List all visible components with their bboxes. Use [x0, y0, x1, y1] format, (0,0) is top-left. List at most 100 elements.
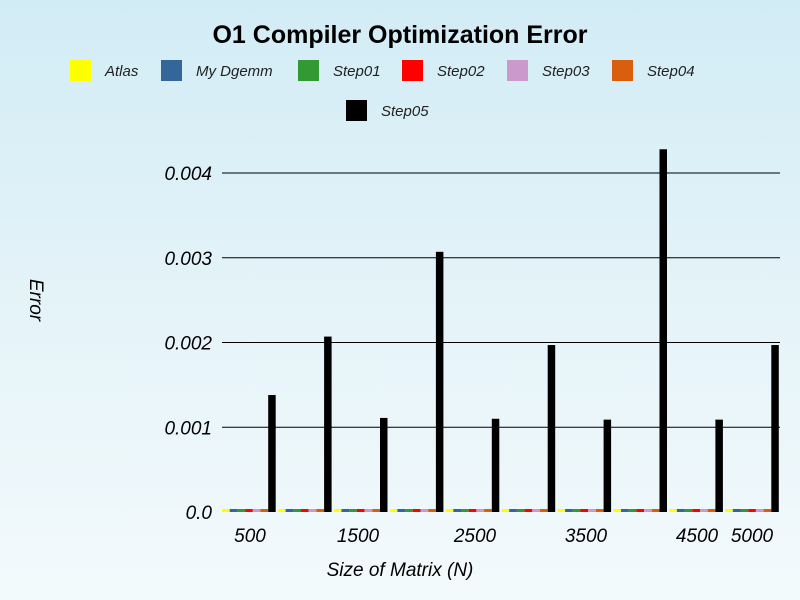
y-axis-ticks: 0.0 0.001 0.002 0.003 0.004: [164, 164, 212, 524]
bar-my-dgemm-4500: [676, 509, 685, 512]
bar-step04-3500: [595, 509, 604, 512]
bar-step05-3500: [603, 419, 612, 512]
bar-step04-500: [260, 509, 269, 512]
bars: [222, 149, 779, 512]
bar-step02-4000: [636, 509, 645, 512]
bar-step01-3000: [516, 509, 525, 512]
bar-step04-2000: [428, 509, 436, 512]
bar-atlas-5000: [725, 509, 733, 512]
bar-step03-2500: [476, 509, 485, 512]
chart-title: O1 Compiler Optimization Error: [212, 21, 587, 49]
bar-step02-500: [245, 509, 253, 512]
x-tick-label-5000: 5000: [731, 526, 774, 547]
bar-step05-4500: [715, 419, 723, 512]
bar-step02-3000: [524, 509, 533, 512]
bar-my-dgemm-5000: [732, 509, 741, 512]
bar-atlas-2000: [389, 509, 398, 512]
legend-label-atlas: Atlas: [104, 63, 139, 80]
legend-label-step02: Step02: [437, 63, 485, 80]
x-tick-label-3500: 3500: [565, 526, 608, 547]
bar-my-dgemm-1000: [285, 509, 294, 512]
bar-step04-1000: [316, 509, 325, 512]
bar-step01-2500: [461, 509, 469, 512]
legend-swatch-step02: [402, 60, 423, 81]
bar-step03-4500: [700, 509, 708, 512]
bar-step01-5000: [740, 509, 749, 512]
legend-label-step01: Step01: [333, 63, 381, 80]
bar-step03-3500: [588, 509, 596, 512]
y-axis-title: Error: [25, 279, 46, 322]
x-axis-ticks: 500 1500 2500 3500 4500 5000: [234, 526, 773, 547]
bar-my-dgemm-1500: [341, 509, 350, 512]
bar-step04-1500: [372, 509, 380, 512]
bar-atlas-3000: [501, 509, 510, 512]
bar-step02-1500: [356, 509, 365, 512]
bar-step04-3000: [540, 509, 548, 512]
bar-step02-2000: [412, 509, 421, 512]
x-axis-title: Size of Matrix (N): [327, 560, 474, 581]
bar-step03-1000: [308, 509, 317, 512]
y-tick-label-3: 0.003: [164, 249, 212, 270]
legend-swatch-step01: [298, 60, 319, 81]
legend-label-step03: Step03: [542, 63, 590, 80]
bar-step04-2500: [484, 509, 492, 512]
bar-step01-1000: [293, 509, 301, 512]
bar-step03-4000: [644, 509, 652, 512]
bar-step03-5000: [755, 509, 764, 512]
y-tick-label-1: 0.001: [164, 418, 212, 439]
x-tick-label-2500: 2500: [453, 526, 497, 547]
bar-my-dgemm-4000: [621, 509, 629, 512]
bar-step04-5000: [763, 509, 772, 512]
bar-step03-1500: [364, 509, 373, 512]
legend: Atlas My Dgemm Step01 Step02 Step03 Step04 Ste…: [70, 60, 695, 121]
bar-atlas-500: [222, 509, 230, 512]
bar-step01-4500: [684, 509, 693, 512]
bar-step01-500: [237, 509, 246, 512]
bar-step03-2000: [420, 509, 429, 512]
y-tick-label-0: 0.0: [186, 503, 213, 524]
legend-label-step04: Step04: [647, 63, 695, 80]
legend-label-my-dgemm: My Dgemm: [196, 63, 273, 80]
bar-step02-2500: [468, 509, 477, 512]
bar-step05-5000: [771, 345, 779, 512]
legend-swatch-my-dgemm: [161, 60, 182, 81]
bar-step05-3000: [547, 345, 556, 512]
bar-my-dgemm-2000: [397, 509, 406, 512]
bar-my-dgemm-3000: [509, 509, 517, 512]
gridlines: [222, 172, 780, 428]
y-tick-label-4: 0.004: [164, 164, 212, 185]
x-tick-label-500: 500: [234, 526, 266, 547]
legend-label-step05: Step05: [381, 103, 429, 120]
bar-step02-1000: [301, 509, 309, 512]
x-tick-label-4500: 4500: [676, 526, 719, 547]
bar-step04-4500: [707, 509, 716, 512]
bar-step05-1500: [380, 417, 388, 512]
bar-step05-2500: [491, 418, 500, 512]
legend-swatch-atlas: [70, 60, 91, 81]
bar-atlas-4000: [613, 509, 621, 512]
legend-swatch-step03: [507, 60, 528, 81]
x-tick-label-1500: 1500: [337, 526, 380, 547]
bar-step01-3500: [572, 509, 581, 512]
bar-step05-2000: [435, 251, 444, 512]
bar-step03-3000: [532, 509, 540, 512]
bar-step05-1000: [324, 336, 332, 512]
bar-step01-2000: [405, 509, 413, 512]
bar-step02-4500: [692, 509, 700, 512]
bar-step01-4000: [628, 509, 637, 512]
bar-step02-3500: [580, 509, 589, 512]
bar-atlas-1000: [277, 509, 286, 512]
legend-swatch-step04: [612, 60, 633, 81]
bar-my-dgemm-3500: [565, 509, 573, 512]
bar-step01-1500: [349, 509, 357, 512]
bar-step05-500: [268, 395, 276, 512]
bar-atlas-4500: [669, 509, 677, 512]
bar-step03-500: [252, 509, 261, 512]
bar-atlas-1500: [333, 509, 342, 512]
bar-atlas-3500: [557, 509, 566, 512]
legend-swatch-step05: [346, 100, 367, 121]
bar-step02-5000: [748, 509, 756, 512]
bar-step05-4000: [659, 149, 667, 512]
bar-atlas-2500: [445, 509, 454, 512]
